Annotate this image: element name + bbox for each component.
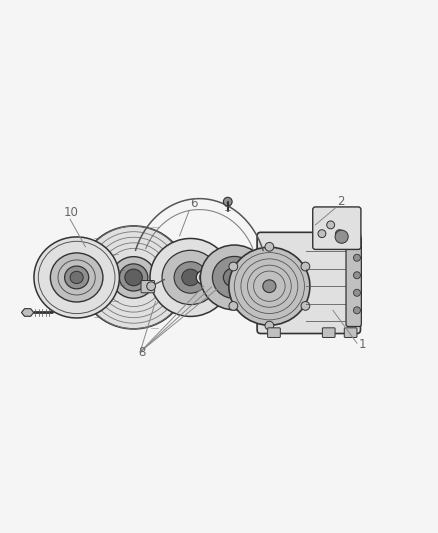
Ellipse shape: [112, 257, 155, 298]
Circle shape: [265, 321, 274, 330]
FancyBboxPatch shape: [322, 328, 335, 337]
Ellipse shape: [80, 226, 187, 329]
Circle shape: [223, 197, 232, 206]
Ellipse shape: [204, 270, 219, 285]
Circle shape: [301, 302, 310, 310]
Ellipse shape: [174, 262, 207, 293]
Text: 2: 2: [337, 195, 345, 208]
Ellipse shape: [201, 245, 268, 310]
FancyBboxPatch shape: [257, 232, 360, 334]
Ellipse shape: [64, 266, 88, 289]
Ellipse shape: [150, 238, 231, 317]
FancyBboxPatch shape: [268, 328, 280, 337]
Circle shape: [353, 254, 360, 261]
Circle shape: [147, 282, 155, 290]
Circle shape: [353, 307, 360, 314]
Ellipse shape: [196, 270, 211, 285]
Polygon shape: [21, 309, 34, 316]
Ellipse shape: [34, 237, 119, 318]
Text: 8: 8: [138, 346, 145, 359]
Circle shape: [318, 230, 326, 238]
Text: 1: 1: [359, 337, 367, 351]
Ellipse shape: [223, 268, 243, 287]
FancyBboxPatch shape: [313, 207, 361, 249]
Ellipse shape: [207, 273, 216, 281]
Ellipse shape: [182, 269, 199, 286]
Ellipse shape: [162, 251, 219, 304]
Circle shape: [327, 221, 335, 229]
FancyBboxPatch shape: [141, 280, 155, 293]
Circle shape: [336, 230, 343, 238]
Ellipse shape: [50, 253, 103, 302]
Ellipse shape: [212, 270, 227, 285]
Ellipse shape: [199, 273, 208, 281]
Ellipse shape: [125, 269, 142, 286]
Ellipse shape: [70, 271, 83, 284]
FancyBboxPatch shape: [344, 328, 357, 337]
Circle shape: [353, 272, 360, 279]
Ellipse shape: [212, 256, 256, 298]
Ellipse shape: [229, 247, 310, 325]
Circle shape: [229, 262, 238, 271]
Text: 6: 6: [191, 197, 198, 211]
Ellipse shape: [119, 264, 148, 291]
FancyBboxPatch shape: [346, 237, 361, 327]
Circle shape: [229, 302, 238, 310]
Ellipse shape: [263, 280, 276, 293]
Circle shape: [353, 289, 360, 296]
Circle shape: [335, 230, 348, 243]
Text: 10: 10: [64, 206, 78, 219]
Circle shape: [301, 262, 310, 271]
Circle shape: [265, 243, 274, 251]
Ellipse shape: [215, 273, 224, 281]
